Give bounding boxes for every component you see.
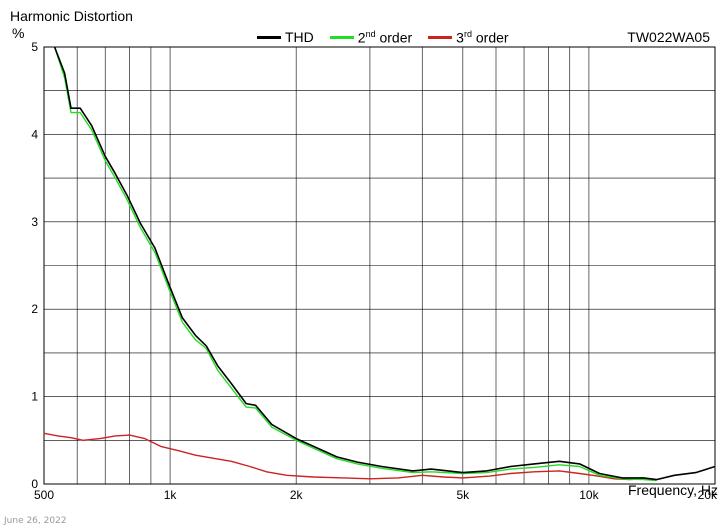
series-line-2nd-order: [53, 46, 657, 482]
legend-item-3rd: 3rd order: [428, 29, 509, 46]
y-tick-label: 1: [31, 390, 38, 404]
y-tick-label: 5: [31, 40, 38, 54]
legend-label-3rd: 3rd order: [456, 29, 509, 46]
legend-swatch-thd: [257, 35, 281, 39]
series-line-3rd-order: [43, 432, 657, 481]
legend-item-thd: THD: [257, 29, 314, 45]
x-tick-label: 1k: [164, 488, 178, 502]
model-label: TW022WA05: [627, 29, 710, 45]
x-tick-label: 2k: [290, 488, 304, 502]
y-tick-label: 3: [31, 215, 38, 229]
y-tick-label: 0: [31, 477, 38, 491]
x-axis-label: Frequency, Hz: [628, 482, 718, 498]
x-tick-label: 500: [34, 488, 54, 502]
x-tick-label: 10k: [579, 488, 599, 502]
legend-swatch-3rd: [428, 35, 453, 39]
legend-item-2nd: 2nd order: [329, 29, 413, 46]
plot-frame: [43, 46, 716, 485]
legend: THD 2nd order 3rd order: [257, 29, 509, 46]
legend-label-thd: THD: [285, 29, 314, 46]
date-label: June 26, 2022: [4, 516, 67, 526]
y-tick-label: 4: [31, 127, 38, 141]
y-tick-label: 2: [31, 302, 38, 316]
legend-label-2nd: 2nd order: [357, 29, 413, 46]
x-tick-label: 20k: [698, 488, 718, 502]
series-line-thd: [53, 46, 716, 481]
x-tick-label: 5k: [456, 488, 470, 502]
y-axis-unit: %: [12, 25, 25, 41]
chart-title: Harmonic Distortion: [10, 8, 133, 24]
legend-swatch-2nd: [329, 35, 354, 39]
